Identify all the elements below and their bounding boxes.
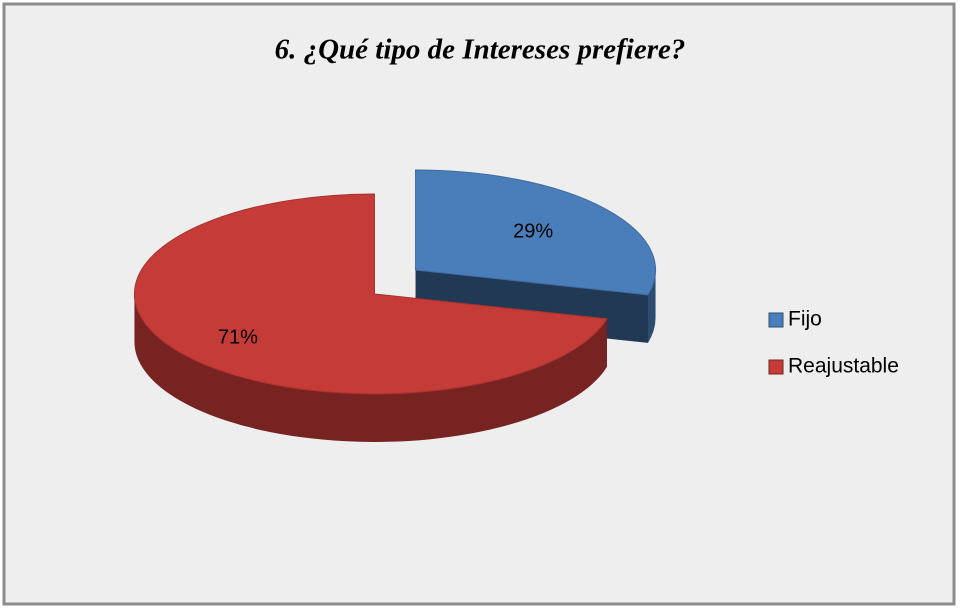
legend-label: Fijo xyxy=(788,308,822,331)
pie-labels: 29% 71% xyxy=(218,220,553,348)
legend-swatch xyxy=(768,359,784,375)
data-label: 71% xyxy=(218,326,258,348)
slice xyxy=(415,169,657,296)
legend-swatch xyxy=(768,312,784,328)
legend-label: Reajustable xyxy=(788,355,899,378)
slice-outer-wall xyxy=(134,293,607,442)
slice-outer-wall xyxy=(648,270,656,343)
data-label: 29% xyxy=(513,220,553,242)
slice xyxy=(133,193,608,395)
pie-tops xyxy=(133,169,657,395)
chart-title: 6. ¿Qué tipo de Intereses prefiere? xyxy=(275,34,686,66)
legend: Fijo Reajustable xyxy=(768,308,899,378)
